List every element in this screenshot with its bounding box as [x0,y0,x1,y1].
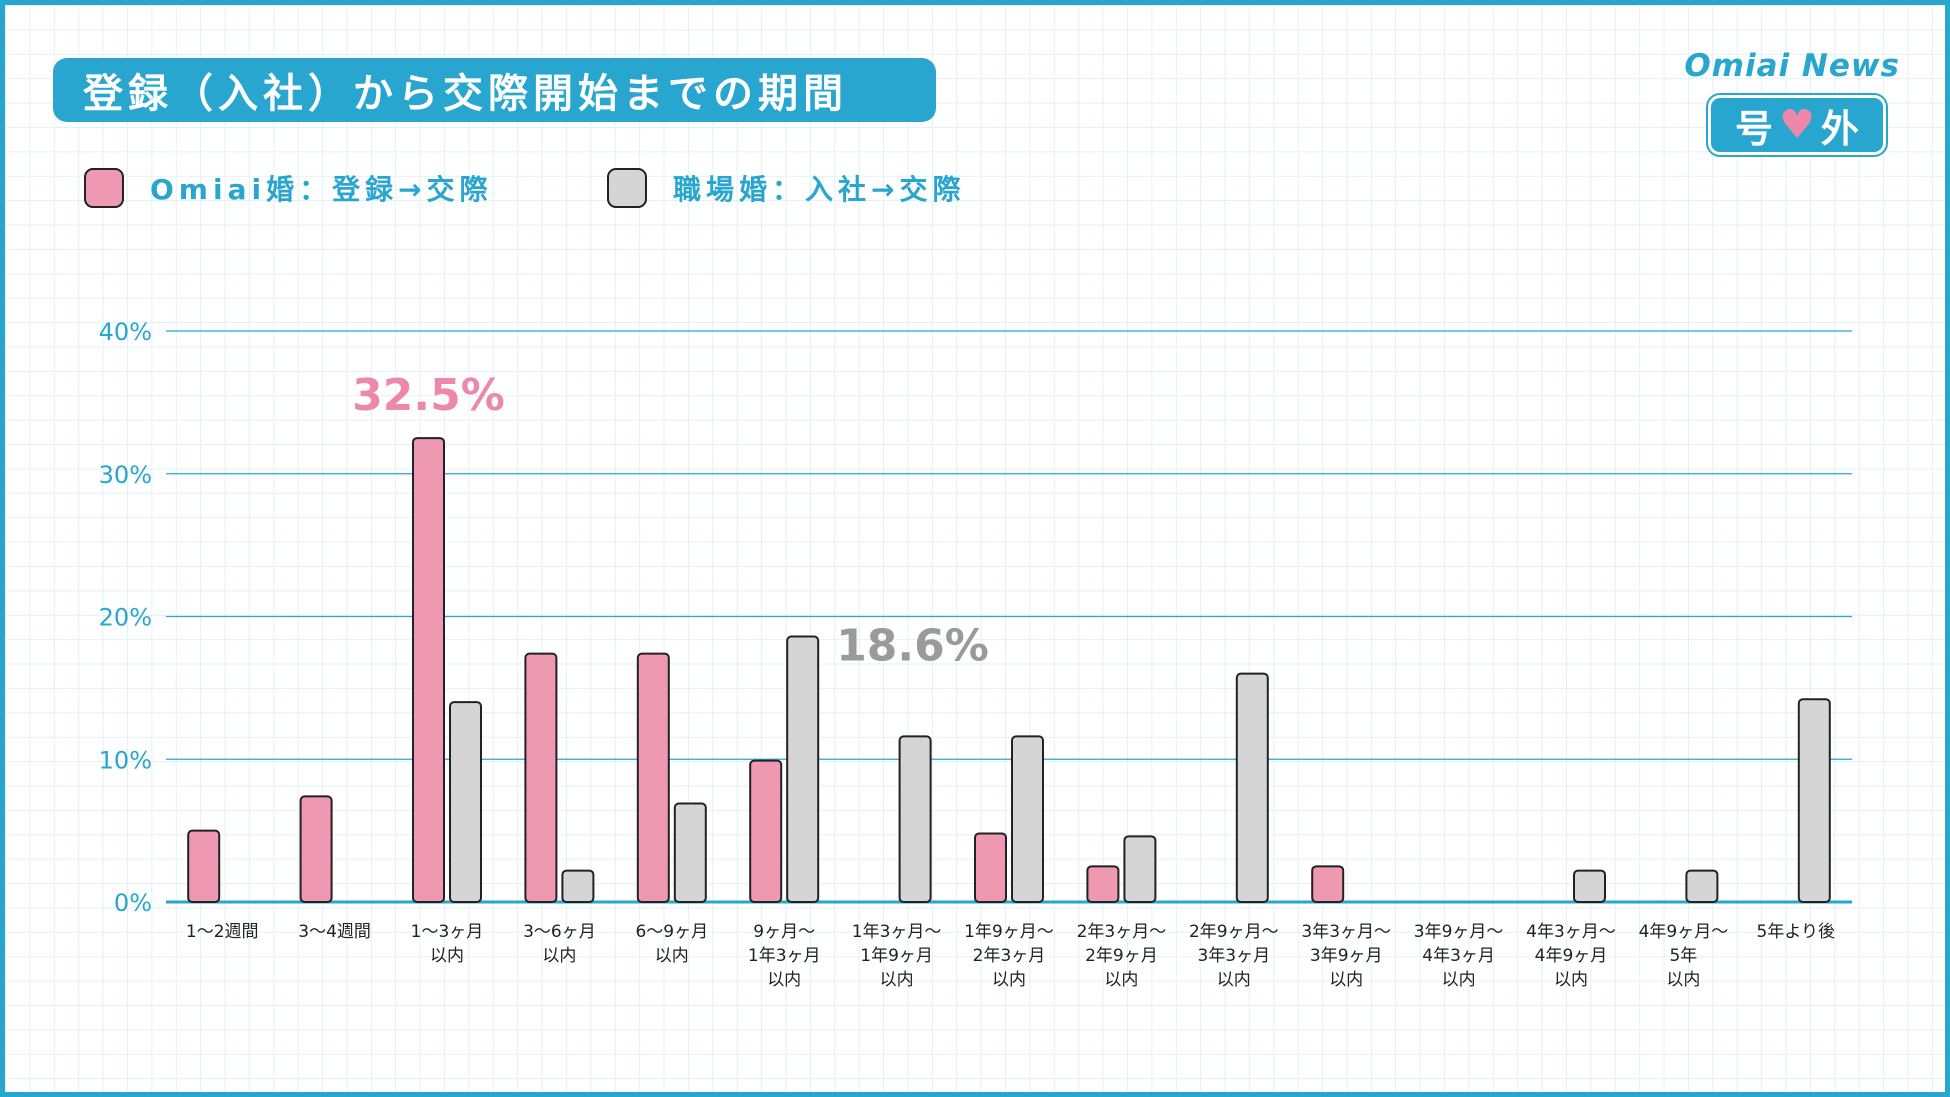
bar-omiai-0 [187,829,221,903]
x-tick-label: 4年9ヶ月～ [1639,922,1729,942]
x-tick-label: 6～9ヶ月 [635,922,708,942]
x-tick-label: 3年3ヶ月 [1197,946,1270,966]
x-tick-label: 4年3ヶ月～ [1526,922,1616,942]
x-tick-label: 1～3ヶ月 [411,922,484,942]
x-tick-label: 以内 [1442,970,1476,990]
x-tick-label: 9ヶ月～ [753,922,815,942]
bar-omiai-3 [524,652,558,903]
x-tick-label: 2年9ヶ月 [1085,946,1158,966]
bar-omiai-1 [299,795,333,903]
x-tick-label: 1年9ヶ月 [860,946,933,966]
bar-workplace-3 [561,869,595,903]
x-tick-label: 5年より後 [1757,922,1835,942]
brand-name: Omiai News [1684,48,1900,84]
bar-workplace-2 [449,701,482,904]
bar-omiai-2 [412,437,445,903]
x-tick-label: 以内 [542,946,576,966]
bar-omiai-5 [749,759,783,903]
x-tick-label: 1年3ヶ月～ [852,922,942,942]
issue-right-char: 外 [1820,106,1859,151]
x-tick-label: 以内 [430,946,464,966]
y-tick-label: 0% [114,889,152,917]
data-label: 32.5% [352,370,505,421]
x-tick-label: 以内 [1217,970,1251,990]
bar-workplace-4 [673,802,707,903]
legend-item-omiai: Omiai婚：登録→交際 [84,166,493,210]
y-tick-label: 10% [99,746,152,774]
bar-workplace-9 [1235,672,1269,903]
x-tick-label: 1～2週間 [186,922,259,942]
bar-omiai-10 [1311,865,1345,903]
bar-workplace-7 [1011,735,1044,903]
x-tick-label: 2年9ヶ月～ [1189,922,1279,942]
legend-label-omiai: Omiai婚：登録→交際 [150,173,493,206]
bar-workplace-6 [898,735,932,903]
bar-workplace-5 [786,635,820,903]
x-tick-label: 以内 [1104,970,1138,990]
legend-swatch-omiai [84,168,124,208]
x-tick-label: 以内 [767,970,801,990]
legend-item-workplace: 職場婚：入社→交際 [607,166,965,210]
data-label: 18.6% [836,620,989,671]
heart-icon: ♥ [1779,102,1815,148]
x-tick-label: 以内 [1666,970,1700,990]
legend-swatch-workplace [607,168,647,208]
bar-omiai-8 [1086,865,1120,903]
x-tick-label: 3～6ヶ月 [523,922,596,942]
x-tick-label: 2年3ヶ月～ [1077,922,1167,942]
bar-workplace-12 [1573,869,1606,903]
x-tick-label: 以内 [1554,970,1588,990]
legend-label-workplace: 職場婚：入社→交際 [673,173,966,206]
x-tick-label: 3年9ヶ月～ [1414,922,1504,942]
x-tick-label: 4年9ヶ月 [1535,946,1608,966]
bar-workplace-8 [1123,835,1157,904]
x-tick-label: 以内 [655,946,689,966]
bar-omiai-7 [974,832,1007,903]
bar-omiai-4 [636,652,670,903]
x-tick-label: 2年3ヶ月 [973,946,1046,966]
x-tick-label: 以内 [992,970,1026,990]
y-tick-label: 20% [99,604,152,632]
x-tick-label: 以内 [1329,970,1363,990]
x-tick-label: 1年9ヶ月～ [964,922,1054,942]
y-tick-label: 40% [99,318,152,346]
x-tick-label: 5年 [1669,946,1697,966]
x-tick-label: 3年9ヶ月 [1310,946,1383,966]
x-tick-label: 3～4週間 [298,922,371,942]
x-tick-label: 以内 [880,970,914,990]
y-tick-label: 30% [99,461,152,489]
chart-title: 登録（入社）から交際開始までの期間 [53,58,936,122]
issue-left-char: 号 [1735,106,1774,151]
x-tick-label: 3年3ヶ月～ [1301,922,1391,942]
x-tick-label: 1年3ヶ月 [748,946,821,966]
x-tick-label: 4年3ヶ月 [1422,946,1495,966]
bar-workplace-14 [1797,698,1831,903]
bar-workplace-13 [1685,869,1719,903]
issue-badge: 号 ♥ 外 [1706,93,1888,157]
